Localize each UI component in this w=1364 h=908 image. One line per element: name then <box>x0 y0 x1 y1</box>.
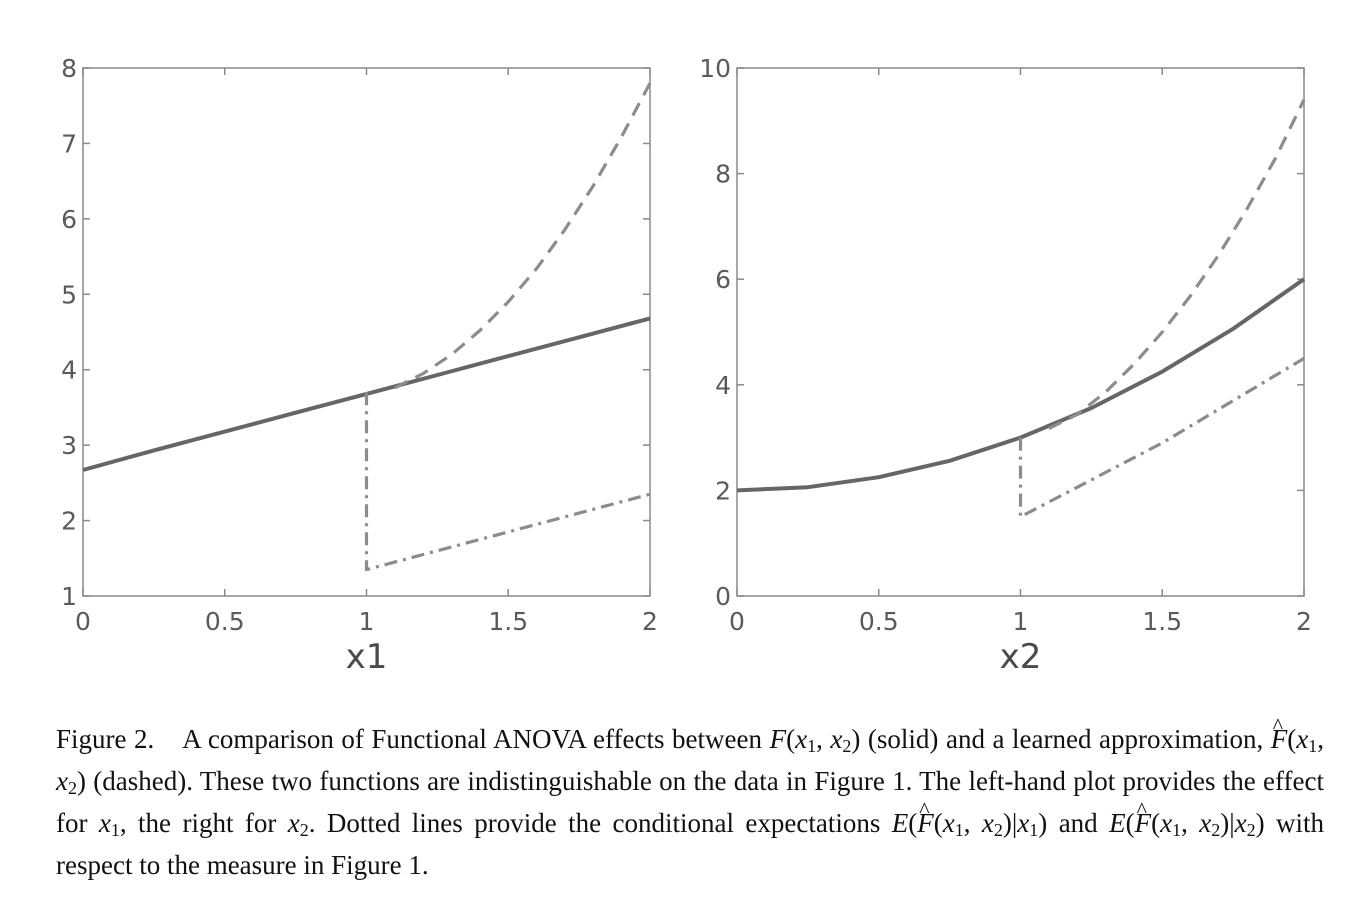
caption-paren-close: ) <box>1255 808 1265 838</box>
x-tick-label: 1.5 <box>1142 607 1182 636</box>
caption-var-x: x <box>1296 724 1309 754</box>
caption-bar: | <box>1011 808 1018 838</box>
x-tick-label: 0.5 <box>205 607 245 636</box>
caption-var-x: x <box>1234 808 1247 838</box>
caption-var-x: x <box>942 808 955 838</box>
caption-text-4: , the right for <box>119 808 277 838</box>
caption-sub-2: 2 <box>1246 820 1256 840</box>
caption-var-x: x <box>98 808 111 838</box>
caption-sub-1: 1 <box>954 820 964 840</box>
caption-symbol-e: E <box>1109 808 1126 838</box>
caption-paren-open: ( <box>1151 808 1161 838</box>
caption-text-1: A comparison of Functional ANOVA effects… <box>182 724 763 754</box>
caption-comma: , <box>1181 808 1200 838</box>
y-tick-label: 6 <box>715 265 731 294</box>
caption-paren-close: ) <box>1002 808 1012 838</box>
x-tick-label: 1 <box>1013 607 1029 636</box>
caption-paren-open: ( <box>908 808 918 838</box>
caption-sub-2: 2 <box>67 778 77 798</box>
caption-paren-close: ) <box>851 724 861 754</box>
caption-paren-open: ( <box>933 808 943 838</box>
x-tick-label: 0.5 <box>859 607 899 636</box>
figure-label: Figure 2. <box>56 724 155 754</box>
caption-var-x: x <box>830 724 843 754</box>
caption-paren-open: ( <box>786 724 796 754</box>
caption-sub-1: 1 <box>110 820 120 840</box>
caption-text-3: (dashed). These two functions are indist… <box>56 766 1324 838</box>
x-tick-label: 0 <box>75 607 91 636</box>
y-tick-label: 7 <box>61 129 77 158</box>
caption-symbol-fhat: F <box>917 792 934 841</box>
y-tick-label: 5 <box>61 280 77 309</box>
y-tick-label: 2 <box>715 476 731 505</box>
caption-sub-2: 2 <box>842 736 852 756</box>
y-tick-label: 8 <box>715 160 731 189</box>
caption-text-5: . Dotted lines provide the conditional e… <box>308 808 881 838</box>
x-tick-label: 1 <box>359 607 375 636</box>
caption-var-x: x <box>795 724 808 754</box>
caption-sub-1: 1 <box>807 736 817 756</box>
caption-bar: | <box>1229 808 1235 838</box>
caption-symbol-f: F <box>769 724 787 754</box>
x-tick-label: 0 <box>729 607 745 636</box>
y-tick-label: 8 <box>61 54 77 83</box>
y-tick-label: 2 <box>61 507 77 536</box>
y-tick-label: 4 <box>61 356 77 385</box>
y-tick-label: 3 <box>61 431 77 460</box>
series-line-dashdot <box>364 392 651 572</box>
caption-var-x: x <box>1160 808 1173 838</box>
series-line-dashdot <box>1018 357 1305 519</box>
x-tick-label: 2 <box>642 607 658 636</box>
caption-symbol-e: E <box>891 808 909 838</box>
figure-caption: Figure 2. A comparison of Functional ANOV… <box>56 708 1325 883</box>
plot-frame <box>736 67 1305 597</box>
caption-comma: , <box>816 724 831 754</box>
series-line-dashed <box>1048 98 1306 431</box>
caption-sub-2: 2 <box>299 820 309 840</box>
caption-sub-2: 2 <box>1211 820 1221 840</box>
caption-var-x: x <box>981 808 994 838</box>
figure: 0 0.5 1 1.5 2 1 2 3 4 5 6 7 8 x1 0 0.5 1 1.5 2 0 2 4 6 8 10 x2 <box>61 54 1312 677</box>
x-axis-label: x1 <box>346 637 388 677</box>
caption-paren-open: ( <box>1287 724 1297 754</box>
x-tick-label: 1.5 <box>488 607 528 636</box>
caption-paren-open: ( <box>1125 808 1135 838</box>
y-tick-label: 1 <box>61 582 77 611</box>
caption-text-7: with respect to the measure in Figure 1. <box>56 808 1325 880</box>
series-line-dashed <box>394 82 652 390</box>
caption-paren-close: ) <box>76 766 86 796</box>
caption-sub-1: 1 <box>1029 820 1039 840</box>
caption-paren-close: ) <box>1220 808 1230 838</box>
x-axis-label: x2 <box>1000 637 1042 677</box>
caption-text-6: and <box>1047 808 1098 838</box>
y-tick-label: 6 <box>61 205 77 234</box>
caption-text-2: (solid) and a learned approximation, <box>860 724 1264 754</box>
caption-var-x: x <box>1199 808 1212 838</box>
caption-symbol-fhat: F <box>1271 708 1288 757</box>
y-tick-label: 0 <box>715 582 731 611</box>
right-panel: 0 0.5 1 1.5 2 0 2 4 6 8 10 x2 <box>699 54 1312 677</box>
left-panel: 0 0.5 1 1.5 2 1 2 3 4 5 6 7 8 x1 <box>61 54 658 677</box>
x-tick-label: 2 <box>1296 607 1312 636</box>
caption-comma: , <box>963 808 982 838</box>
caption-var-x: x <box>287 808 300 838</box>
y-tick-label: 10 <box>699 54 731 83</box>
caption-paren-close: ) <box>1038 808 1048 838</box>
caption-comma: , <box>1317 724 1325 754</box>
caption-sub-2: 2 <box>993 820 1003 840</box>
caption-sub-1: 1 <box>1172 820 1182 840</box>
y-tick-label: 4 <box>715 371 731 400</box>
caption-var-x: x <box>1017 808 1030 838</box>
caption-sub-1: 1 <box>1308 736 1318 756</box>
caption-var-x: x <box>56 766 68 796</box>
caption-symbol-fhat: F <box>1135 792 1152 841</box>
